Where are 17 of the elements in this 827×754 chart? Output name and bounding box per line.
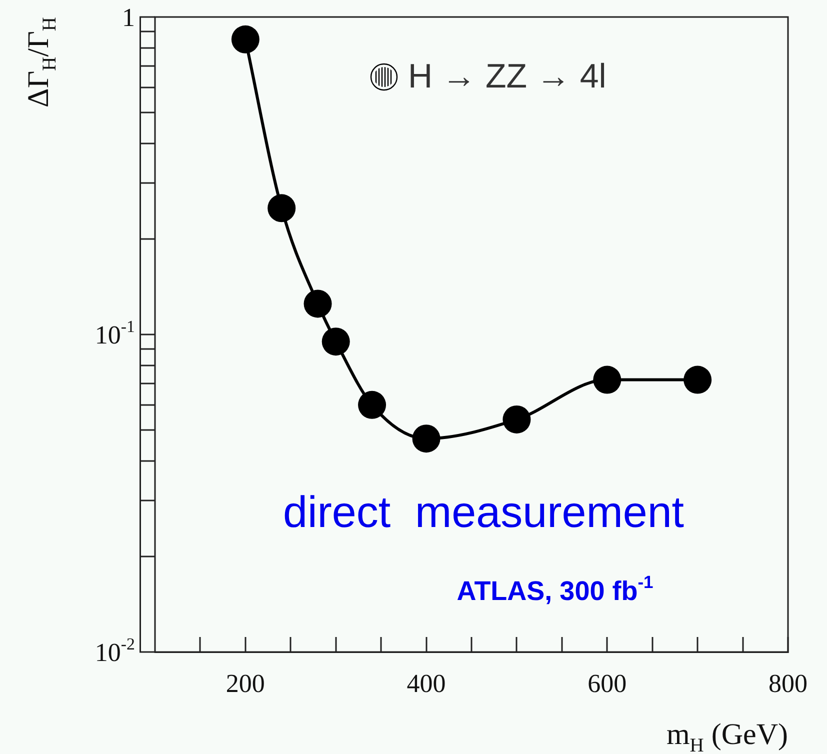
point — [412, 424, 440, 453]
point — [593, 366, 622, 394]
annotation: direct measurement — [282, 488, 684, 537]
point — [684, 366, 712, 394]
y-axis-title: ΔΓH/ΓH — [22, 16, 60, 108]
y-tick-label: 1 — [122, 3, 135, 32]
legend-label: H → ZZ → 4l — [408, 57, 606, 96]
point — [304, 290, 332, 318]
x-tick-label: 600 — [588, 669, 627, 698]
point — [268, 194, 296, 222]
point — [358, 390, 386, 419]
x-tick-label: 200 — [226, 669, 265, 698]
x-tick-label: 800 — [768, 669, 808, 698]
point — [322, 328, 350, 356]
x-tick-label: 400 — [406, 669, 446, 698]
point — [231, 25, 260, 54]
point — [502, 405, 531, 434]
